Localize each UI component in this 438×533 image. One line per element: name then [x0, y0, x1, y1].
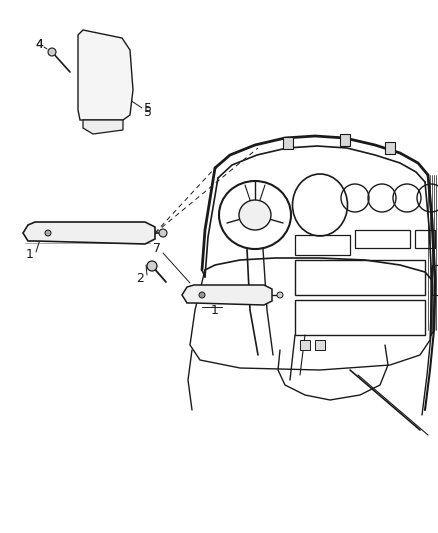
Text: 5: 5	[144, 101, 152, 115]
Text: 1: 1	[26, 248, 34, 262]
Text: 1: 1	[211, 303, 219, 317]
Bar	[295, 235, 350, 255]
Polygon shape	[83, 120, 123, 134]
Polygon shape	[23, 222, 155, 244]
Text: 5: 5	[144, 106, 152, 118]
Circle shape	[147, 261, 157, 271]
Circle shape	[159, 229, 167, 237]
Polygon shape	[78, 30, 133, 120]
Bar	[432, 265, 438, 295]
Bar	[355, 230, 410, 248]
Circle shape	[199, 292, 205, 298]
Bar	[295, 300, 425, 335]
Text: 4: 4	[35, 37, 43, 51]
Bar	[315, 340, 325, 350]
Text: 7: 7	[153, 241, 161, 254]
Bar	[340, 134, 350, 146]
Bar	[295, 260, 425, 295]
Bar	[415, 230, 435, 248]
Circle shape	[45, 230, 51, 236]
Text: 4: 4	[35, 37, 43, 51]
Bar	[283, 137, 293, 149]
Text: 2: 2	[136, 271, 144, 285]
Circle shape	[277, 292, 283, 298]
Polygon shape	[182, 285, 272, 305]
Bar	[385, 142, 395, 154]
Circle shape	[48, 48, 56, 56]
Bar	[300, 340, 310, 350]
Ellipse shape	[239, 200, 271, 230]
